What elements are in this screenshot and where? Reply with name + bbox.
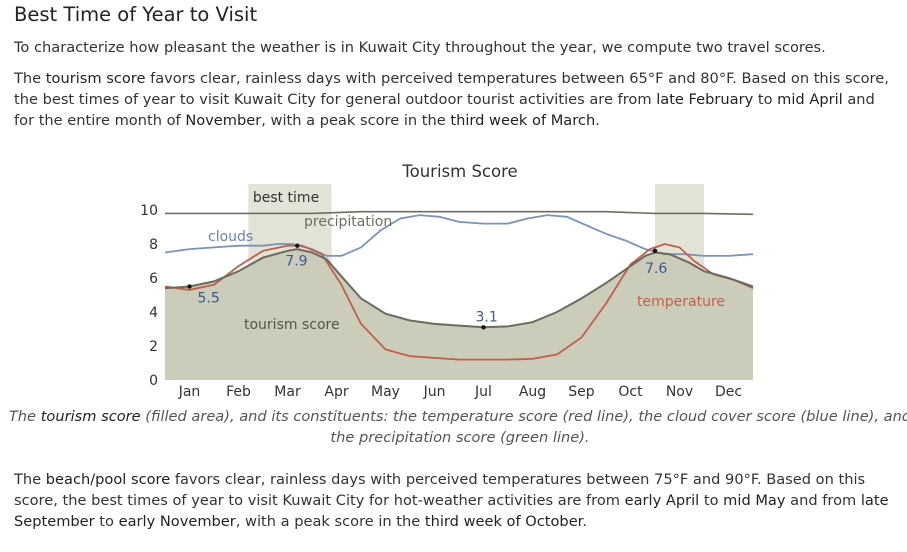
x-tick-label: Jul: [474, 384, 492, 400]
beach-text-3: to: [699, 492, 724, 509]
temperature-line: [164, 243, 754, 361]
annotation-label: 7.6: [645, 261, 667, 277]
annotation-dot: [295, 243, 300, 248]
beach-text-1: The: [14, 471, 46, 488]
tourism-text-5: , with a peak score in the: [261, 112, 451, 129]
beach-text-2: favors clear, rainless days with perceiv…: [14, 471, 866, 509]
y-axis: 0 2 4 6 8 10: [140, 203, 158, 389]
beach-start-2: late September: [14, 492, 889, 530]
x-tick-label: Jan: [178, 384, 201, 400]
tourism-text-4: and for the entire month of: [14, 91, 875, 129]
temperature-label: temperature: [637, 294, 725, 310]
tourism-peak: third week of March: [450, 112, 596, 129]
tourism-end: mid April: [777, 91, 843, 108]
y-tick-label: 6: [149, 271, 158, 287]
beach-text-4: and from: [785, 492, 861, 509]
y-tick-label: 4: [149, 305, 158, 321]
x-tick-label: Oct: [618, 384, 643, 400]
tourism-text-1: The: [14, 70, 46, 87]
best-time-label: best time: [253, 190, 319, 206]
chart-title: Tourism Score: [401, 162, 517, 181]
annotation-dot: [187, 284, 192, 289]
tourism-start: late February: [656, 91, 754, 108]
section-title: Best Time of Year to Visit: [14, 3, 258, 26]
annotation-dot: [481, 325, 486, 330]
y-tick-label: 10: [140, 203, 158, 219]
annotation-label: 3.1: [476, 309, 498, 325]
x-tick-label: Feb: [226, 384, 251, 400]
beach-paragraph: The beach/pool score favors clear, rainl…: [14, 469, 899, 532]
beach-end-2: early November: [118, 513, 236, 530]
tourism-score-area: [165, 249, 753, 380]
tourism-month: November: [185, 112, 262, 129]
caption-text-1: The: [8, 408, 41, 425]
x-tick-label: Sep: [568, 384, 595, 400]
tourism-text-3: to: [753, 91, 778, 108]
tourism-text-2: favors clear, rainless days with perceiv…: [14, 70, 889, 108]
precipitation-label: precipitation: [304, 214, 392, 230]
tourism-score-label: tourism score: [244, 317, 340, 333]
x-tick-label: Nov: [666, 384, 693, 400]
annotation-dot: [652, 248, 658, 253]
annotation-label: 7.9: [285, 254, 307, 270]
caption-term: tourism score: [40, 408, 141, 425]
x-tick-label: Aug: [519, 384, 546, 400]
tourism-text-6: .: [595, 112, 600, 129]
y-tick-label: 2: [149, 339, 158, 355]
score-annotations: 5.5 7.9 3.1 7.6: [187, 243, 667, 330]
beach-text-5: to: [94, 513, 119, 530]
annotation-label: 5.5: [198, 291, 220, 307]
tourism-score-chart: Tourism Score best time 0 2 4 6 8 10 Jan Feb Ma…: [140, 162, 754, 400]
tourism-score-term: tourism score: [45, 70, 146, 87]
beach-end: mid May: [723, 492, 786, 509]
tourism-paragraph: The tourism score favors clear, rainless…: [14, 68, 899, 131]
y-tick-label: 0: [149, 373, 158, 389]
beach-text-7: .: [582, 513, 587, 530]
x-tick-label: Jun: [423, 384, 446, 400]
beach-text-6: , with a peak score in the: [235, 513, 425, 530]
intro-paragraph: To characterize how pleasant the weather…: [14, 39, 826, 56]
beach-peak: third week of October: [424, 513, 583, 530]
x-tick-label: May: [371, 384, 400, 400]
y-tick-label: 8: [149, 237, 158, 253]
clouds-label: clouds: [208, 229, 253, 245]
beach-score-term: beach/pool score: [45, 471, 171, 488]
tourism-score-line: [164, 248, 754, 329]
x-tick-label: Dec: [715, 384, 742, 400]
beach-start: early April: [624, 492, 700, 509]
x-tick-label: Mar: [274, 384, 301, 400]
caption-text-2: (filled area), and its constituents: the…: [140, 408, 907, 446]
precipitation-line: [165, 210, 754, 216]
chart-caption: The tourism score (filled area), and its…: [0, 406, 907, 448]
x-axis: Jan Feb Mar Apr May Jun Jul Aug Sep Oct Nov Dec: [178, 384, 742, 400]
x-tick-label: Apr: [324, 384, 348, 400]
